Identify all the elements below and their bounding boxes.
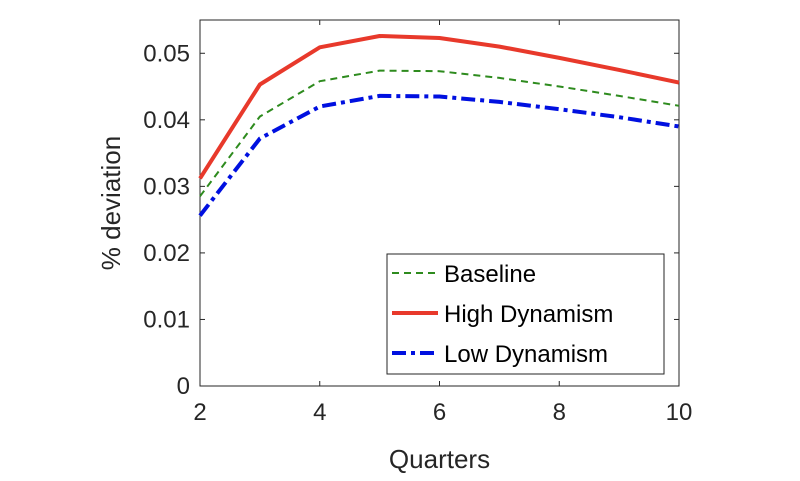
x-axis-label: Quarters — [389, 444, 490, 474]
y-tick-label: 0.02 — [143, 240, 190, 267]
series-line-low-dynamism — [198, 93, 680, 217]
y-tick-label: 0.05 — [143, 40, 190, 67]
y-axis: 0 0.01 0.02 0.03 0.04 0.05 — [143, 40, 679, 400]
legend-label: Low Dynamism — [444, 341, 608, 368]
series-line-baseline — [199, 69, 680, 197]
series-lines — [198, 34, 680, 217]
x-axis: 2 4 6 8 10 — [193, 20, 692, 426]
legend: Baseline High Dynamism Low Dynamism — [386, 253, 665, 375]
x-tick-label: 10 — [666, 399, 693, 426]
legend-label: Baseline — [444, 261, 536, 288]
y-tick-label: 0 — [177, 373, 190, 400]
series-line-high-dynamism — [198, 34, 680, 180]
y-tick-label: 0.03 — [143, 173, 190, 200]
x-tick-label: 8 — [553, 399, 566, 426]
y-tick-label: 0.04 — [143, 107, 190, 134]
x-tick-label: 6 — [433, 399, 446, 426]
x-tick-label: 4 — [313, 399, 326, 426]
y-tick-label: 0.01 — [143, 306, 190, 333]
y-axis-label: % deviation — [96, 136, 126, 270]
x-tick-label: 2 — [193, 399, 206, 426]
legend-label: High Dynamism — [444, 301, 613, 328]
